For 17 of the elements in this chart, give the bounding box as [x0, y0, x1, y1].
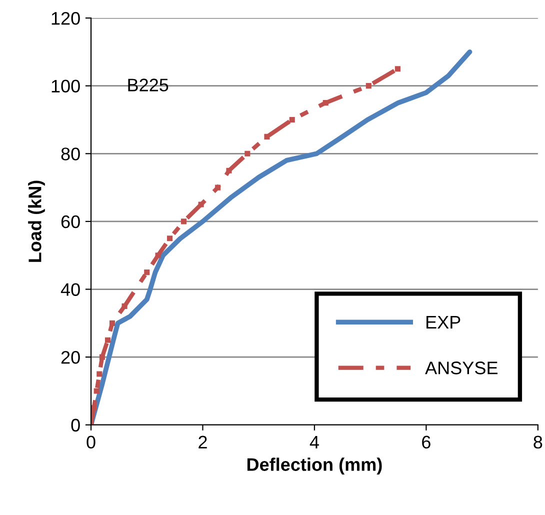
x-axis-title: Deflection (mm) [247, 458, 382, 475]
legend-label: EXP [426, 316, 460, 328]
x-tick-label: 6 [422, 436, 430, 449]
y-axis-title: Load (kN) [28, 180, 45, 262]
x-tick-label: 8 [534, 436, 542, 449]
y-tick-label: 80 [61, 148, 80, 160]
x-tick-label: 4 [310, 436, 319, 448]
y-tick-label: 60 [61, 215, 80, 228]
annotation: B225 [128, 78, 168, 92]
y-tick-label: 40 [60, 283, 80, 296]
legend-label: ANSYSE [425, 362, 498, 374]
x-tick-label: 0 [86, 436, 96, 449]
x-tick-label: 2 [198, 436, 207, 448]
y-tick-label: 120 [52, 12, 80, 25]
y-tick-label: 20 [61, 351, 80, 364]
y-tick-label: 100 [52, 80, 80, 93]
y-tick-label: 0 [71, 418, 80, 432]
